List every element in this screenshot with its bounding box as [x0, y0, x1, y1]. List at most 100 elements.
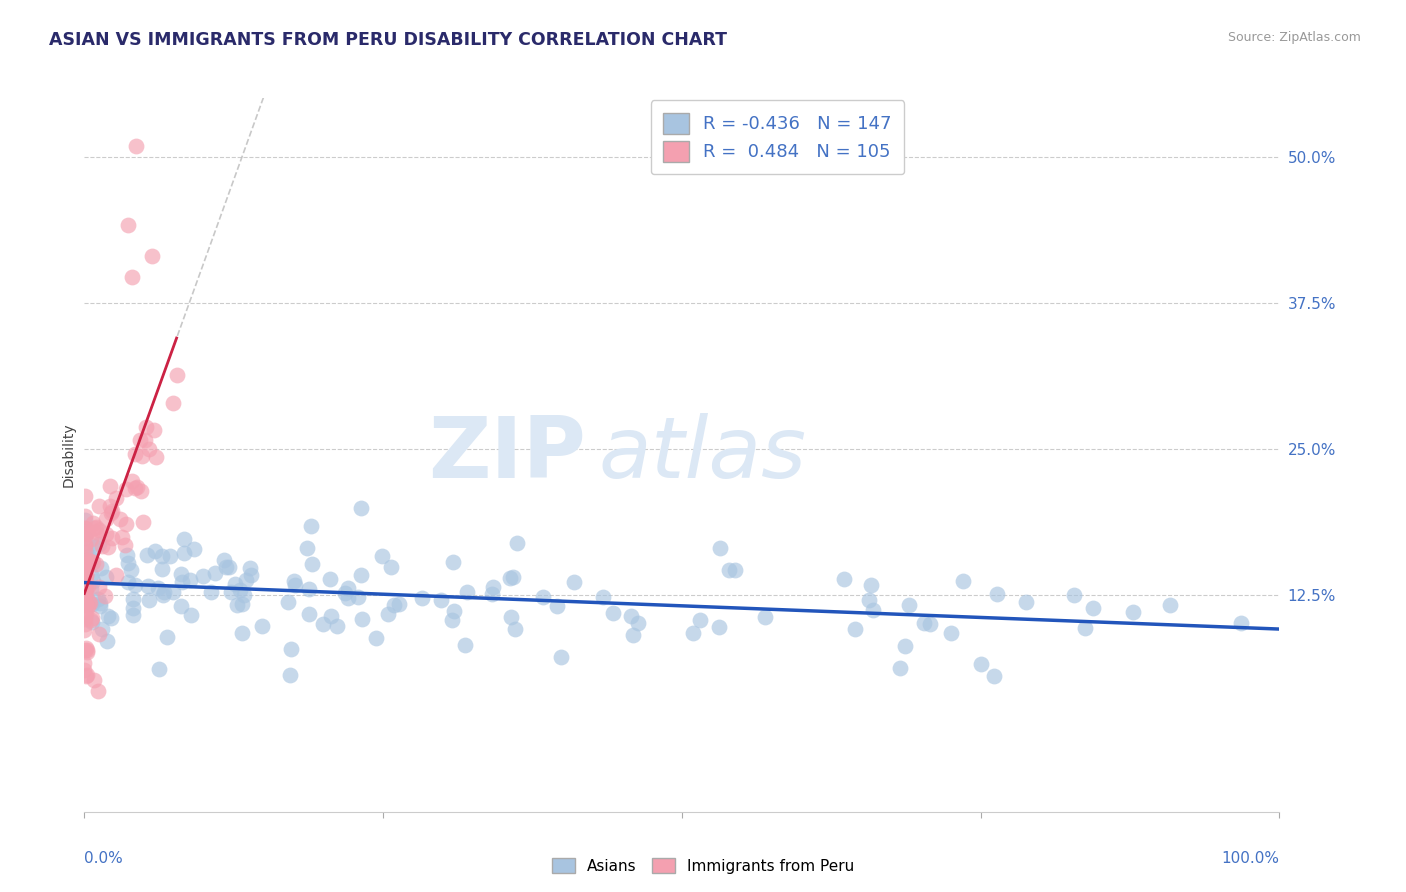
Point	[73, 642, 96, 657]
Point	[84, 540, 107, 554]
Point	[84, 524, 107, 539]
Point	[337, 591, 360, 605]
Point	[73, 589, 96, 603]
Point	[94, 512, 117, 526]
Point	[453, 638, 475, 652]
Point	[602, 606, 624, 620]
Point	[162, 585, 184, 599]
Point	[754, 610, 776, 624]
Point	[73, 559, 96, 574]
Point	[183, 542, 205, 557]
Point	[502, 570, 524, 584]
Point	[97, 540, 120, 554]
Point	[75, 568, 97, 582]
Point	[682, 626, 704, 640]
Point	[73, 611, 96, 625]
Point	[73, 575, 96, 590]
Point	[239, 561, 262, 575]
Point	[89, 537, 111, 551]
Point	[122, 608, 145, 623]
Point	[75, 567, 97, 582]
Point	[135, 420, 157, 434]
Point	[380, 560, 402, 574]
Point	[76, 643, 98, 657]
Point	[115, 482, 138, 496]
Point	[387, 597, 409, 611]
Point	[87, 683, 110, 698]
Point	[918, 617, 941, 632]
Point	[98, 499, 121, 513]
Point	[350, 612, 373, 626]
Point	[312, 617, 335, 632]
Text: 100.0%: 100.0%	[1222, 851, 1279, 866]
Point	[90, 560, 112, 574]
Point	[100, 611, 122, 625]
Point	[86, 519, 108, 533]
Point	[93, 589, 115, 603]
Point	[505, 536, 527, 550]
Point	[224, 577, 246, 591]
Point	[100, 479, 122, 493]
Point	[73, 564, 96, 578]
Point	[75, 607, 97, 621]
Point	[73, 589, 96, 603]
Point	[77, 549, 100, 563]
Point	[499, 571, 522, 585]
Point	[124, 139, 146, 153]
Point	[121, 592, 143, 607]
Point	[546, 599, 568, 613]
Point	[860, 578, 883, 592]
Point	[627, 616, 650, 631]
Point	[834, 573, 856, 587]
Point	[136, 548, 159, 562]
Point	[156, 630, 179, 644]
Point	[73, 623, 96, 637]
Point	[321, 608, 343, 623]
Point	[141, 249, 163, 263]
Point	[79, 596, 101, 610]
Text: Source: ZipAtlas.com: Source: ZipAtlas.com	[1227, 31, 1361, 45]
Point	[143, 544, 166, 558]
Point	[76, 553, 98, 567]
Point	[134, 433, 156, 447]
Point	[858, 593, 880, 607]
Point	[73, 531, 96, 545]
Point	[148, 662, 170, 676]
Point	[129, 433, 152, 447]
Point	[124, 481, 146, 495]
Point	[73, 664, 96, 678]
Point	[73, 512, 96, 526]
Point	[284, 578, 307, 592]
Point	[505, 623, 527, 637]
Point	[481, 587, 503, 601]
Point	[91, 539, 114, 553]
Point	[1073, 621, 1095, 635]
Point	[73, 539, 96, 553]
Point	[983, 669, 1005, 683]
Point	[80, 611, 103, 625]
Point	[121, 269, 143, 284]
Point	[77, 558, 100, 572]
Text: atlas: atlas	[599, 413, 806, 497]
Point	[862, 603, 884, 617]
Point	[170, 574, 193, 589]
Point	[166, 368, 188, 383]
Point	[501, 609, 523, 624]
Legend: R = -0.436   N = 147, R =  0.484   N = 105: R = -0.436 N = 147, R = 0.484 N = 105	[651, 100, 904, 174]
Point	[111, 530, 134, 544]
Point	[162, 395, 184, 409]
Point	[153, 584, 176, 599]
Point	[969, 657, 991, 671]
Text: ASIAN VS IMMIGRANTS FROM PERU DISABILITY CORRELATION CHART: ASIAN VS IMMIGRANTS FROM PERU DISABILITY…	[49, 31, 727, 49]
Point	[76, 599, 98, 614]
Point	[117, 219, 139, 233]
Point	[89, 596, 111, 610]
Text: 0.0%: 0.0%	[84, 851, 124, 866]
Point	[75, 597, 97, 611]
Point	[231, 597, 253, 611]
Point	[73, 591, 96, 605]
Point	[73, 571, 96, 585]
Point	[73, 558, 96, 573]
Point	[131, 450, 153, 464]
Point	[80, 567, 103, 582]
